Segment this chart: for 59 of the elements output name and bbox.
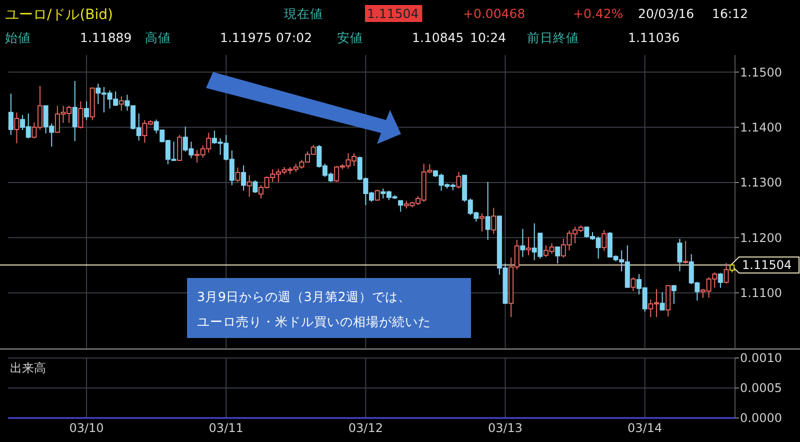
x-tick-label: 03/13	[488, 421, 523, 435]
candlestick	[660, 292, 665, 311]
y-tick-label: 1.1300	[740, 176, 782, 190]
x-tick-label: 03/10	[69, 421, 104, 435]
candlestick	[246, 174, 252, 198]
candlestick	[235, 167, 240, 182]
text: +0.42%	[573, 6, 624, 21]
y-tick-label: 1.1500	[740, 65, 782, 80]
y-tick-label: 0.0005	[740, 381, 782, 396]
text: 16:12	[712, 6, 748, 21]
x-tick-label: 03/12	[348, 421, 383, 435]
candlestick	[520, 228, 526, 258]
text: 10:24	[470, 30, 506, 45]
text: 現在値	[284, 6, 323, 21]
candlestick	[8, 93, 14, 136]
x-tick-label: 03/14	[628, 421, 662, 435]
text: 1.11975	[220, 30, 272, 45]
candlestick	[118, 96, 124, 112]
text: 始値	[5, 30, 31, 45]
candlestick	[398, 200, 404, 212]
candlestick	[72, 80, 78, 142]
text: 1.10845	[412, 30, 464, 45]
candlestick	[677, 238, 682, 272]
annotation: 3月9日からの週（3月第2週）では、ユーロ売り・米ドル買いの相場が続いた	[197, 289, 431, 329]
candlestick	[671, 284, 676, 304]
ref-line-label: 1.11504	[742, 258, 792, 272]
text: 前日終値	[527, 30, 579, 45]
candlestick	[602, 229, 607, 252]
chart-title: 出来高	[10, 361, 46, 375]
y-tick-label: 0.0010	[740, 351, 782, 366]
candlestick	[485, 181, 490, 240]
candlestick	[241, 164, 246, 192]
text: 1.11504	[367, 6, 419, 21]
candlestick	[718, 272, 723, 288]
candlestick	[14, 112, 20, 144]
candlestick	[84, 100, 90, 121]
candlestick	[456, 171, 462, 190]
candlestick	[480, 212, 485, 232]
candlestick	[252, 180, 258, 194]
text: 安値	[337, 30, 363, 45]
y-tick-label: 1.1100	[740, 286, 782, 300]
candlestick	[683, 240, 688, 264]
y-tick-label: 0.0000	[740, 411, 782, 426]
candlestick	[526, 236, 532, 256]
text: 07:02	[276, 30, 312, 45]
text: 20/03/16	[638, 6, 694, 21]
text: 高値	[145, 30, 171, 45]
y-tick-label: 1.1200	[740, 230, 782, 245]
candlestick	[177, 134, 182, 162]
y-tick-label: 1.1400	[740, 120, 782, 134]
candlestick	[491, 207, 496, 234]
text: 1.11889	[80, 30, 132, 45]
candlestick	[555, 246, 560, 264]
text: 1.11036	[628, 30, 680, 45]
x-tick-label: 03/11	[208, 421, 244, 435]
candlestick	[78, 100, 84, 129]
text: +0.00468	[463, 6, 526, 21]
text: ユーロ/ドル(Bid)	[5, 7, 114, 23]
candlestick	[630, 276, 636, 292]
